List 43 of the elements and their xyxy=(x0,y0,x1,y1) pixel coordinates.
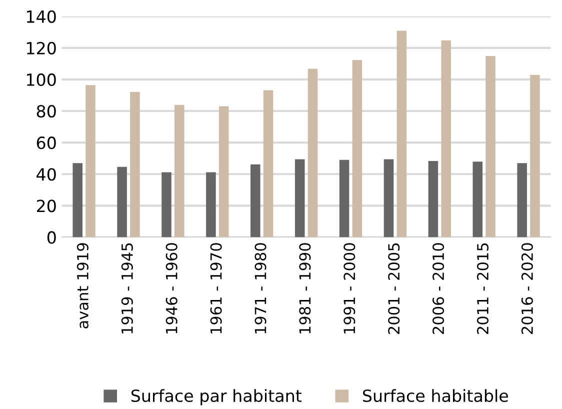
bar xyxy=(86,85,96,238)
bar xyxy=(250,164,260,238)
bar xyxy=(530,74,540,238)
x-tick-label: 1971 - 1980 xyxy=(254,243,266,334)
legend-label: Surface par habitant xyxy=(131,389,302,406)
x-tick-label: 2011 - 2015 xyxy=(476,243,489,334)
y-tick-label: 60 xyxy=(36,136,56,150)
bar xyxy=(162,172,172,238)
x-tick-label: 1991 - 2000 xyxy=(344,243,356,334)
bar xyxy=(117,166,127,238)
bar xyxy=(486,56,496,238)
bar xyxy=(428,161,438,238)
x-tick-label: 1961 - 1970 xyxy=(210,243,222,334)
x-tick-label: 1946 - 1960 xyxy=(166,243,178,334)
y-tick-label: 0 xyxy=(47,231,56,244)
x-tick-label: 2006 - 2010 xyxy=(432,243,444,334)
bar xyxy=(441,40,451,238)
bar xyxy=(263,90,274,238)
x-tick-label: 2001 - 2005 xyxy=(388,243,400,334)
bar xyxy=(308,68,318,238)
bar xyxy=(384,159,394,238)
legend-label: Surface habitable xyxy=(363,389,508,402)
x-tick-label: 1919 - 1945 xyxy=(121,243,133,334)
x-tick-label: 2016 - 2020 xyxy=(521,243,533,334)
bar xyxy=(517,163,527,238)
bar xyxy=(72,163,82,238)
bar xyxy=(174,104,184,238)
bar xyxy=(339,160,350,238)
x-tick-label: 1981 - 1990 xyxy=(299,243,311,334)
bar xyxy=(294,159,305,238)
y-tick-label: 40 xyxy=(36,168,56,181)
y-tick-label: 80 xyxy=(36,104,56,118)
y-tick-label: 120 xyxy=(26,42,56,54)
y-tick-label: 100 xyxy=(26,73,56,86)
bar xyxy=(472,162,483,238)
bar xyxy=(396,30,407,238)
bar xyxy=(352,60,362,238)
bar xyxy=(206,172,216,238)
y-tick-label: 20 xyxy=(36,200,56,212)
y-tick-label: 140 xyxy=(26,10,56,23)
bar xyxy=(218,106,229,238)
bar xyxy=(130,92,140,238)
x-tick-label: avant 1919 xyxy=(76,243,88,328)
